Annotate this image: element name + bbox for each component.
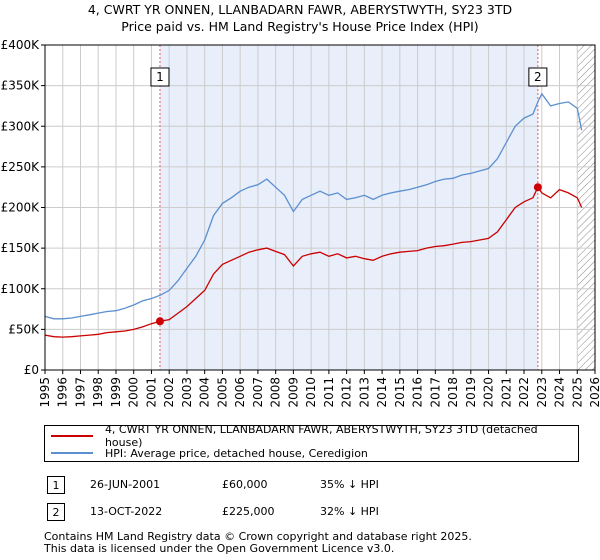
x-tick-label: 2015 xyxy=(393,377,407,408)
legend-label-price-paid: 4, CWRT YR ONNEN, LLANBADARN FAWR, ABERY… xyxy=(104,423,538,449)
copyright-notice: Contains HM Land Registry data © Crown c… xyxy=(44,530,472,543)
x-tick-label: 2022 xyxy=(517,377,531,408)
x-tick-label: 2011 xyxy=(322,377,336,408)
x-tick-label: 2010 xyxy=(304,377,318,408)
sale-number-label: 2 xyxy=(534,70,542,84)
sale-number-box xyxy=(150,67,170,87)
x-tick-label: 2000 xyxy=(127,377,141,408)
x-tick-label: 2026 xyxy=(588,377,600,408)
y-tick-label: £200K xyxy=(1,201,41,215)
sale-number-box xyxy=(528,67,548,87)
y-tick-label: £0 xyxy=(24,363,39,377)
x-tick-label: 2024 xyxy=(553,377,567,408)
legend-swatch-hpi xyxy=(51,452,93,454)
x-tick-label: 2016 xyxy=(411,377,425,408)
chart-title-line-2: Price paid vs. HM Land Registry's House … xyxy=(121,19,479,34)
legend-item-price-paid: 4, CWRT YR ONNEN, LLANBADARN FAWR, ABERY… xyxy=(51,423,578,449)
chart-title-line-1: 4, CWRT YR ONNEN, LLANBADARN FAWR, ABERY… xyxy=(87,2,513,17)
x-tick-label: 2006 xyxy=(233,377,247,408)
x-tick-label: 2018 xyxy=(446,377,460,408)
licence-notice: This data is licensed under the Open Gov… xyxy=(44,542,395,555)
x-tick-label: 1999 xyxy=(109,377,123,408)
x-tick-label: 2023 xyxy=(535,377,549,408)
x-tick-label: 2020 xyxy=(482,377,496,408)
y-tick-label: £400K xyxy=(1,38,41,52)
legend: 4, CWRT YR ONNEN, LLANBADARN FAWR, ABERY… xyxy=(44,423,579,462)
x-tick-label: 2002 xyxy=(162,377,176,408)
x-tick-label: 2019 xyxy=(464,377,478,408)
price-paid-line xyxy=(44,185,583,338)
transaction-date: 13-OCT-2022 xyxy=(90,505,163,518)
legend-label-hpi: HPI: Average price, detached house, Cere… xyxy=(105,446,368,460)
y-tick-label: £100K xyxy=(1,282,41,296)
x-tick-label: 1997 xyxy=(73,377,87,408)
x-tick-label: 2013 xyxy=(357,377,371,408)
y-tick-label: £250K xyxy=(1,160,41,174)
transaction-badge: 1 xyxy=(47,476,65,494)
y-tick-label: £350K xyxy=(1,79,41,93)
x-tick-label: 2014 xyxy=(375,377,389,408)
transaction-hpi-diff: 35% ↓ HPI xyxy=(320,478,379,491)
x-tick-label: 2007 xyxy=(251,377,265,408)
x-tick-label: 1996 xyxy=(56,377,70,408)
y-tick-label: £50K xyxy=(8,322,40,336)
x-tick-label: 2017 xyxy=(428,377,442,408)
transaction-price: £225,000 xyxy=(222,505,275,518)
transaction-price: £60,000 xyxy=(222,478,268,491)
transaction-badge: 2 xyxy=(47,503,65,521)
x-tick-label: 2009 xyxy=(286,377,300,408)
x-tick-label: 1995 xyxy=(38,377,52,408)
y-tick-label: £300K xyxy=(1,119,41,133)
legend-item-hpi: HPI: Average price, detached house, Cere… xyxy=(51,445,368,461)
x-tick-label: 2005 xyxy=(215,377,229,408)
transaction-hpi-diff: 32% ↓ HPI xyxy=(320,505,379,518)
x-tick-label: 2012 xyxy=(340,377,354,408)
y-tick-label: £150K xyxy=(1,241,41,255)
x-tick-label: 2001 xyxy=(144,377,158,408)
x-tick-label: 2003 xyxy=(180,377,194,408)
plot-frame xyxy=(44,44,596,371)
sale-point xyxy=(155,317,164,326)
legend-swatch-price-paid xyxy=(51,435,93,437)
sale-number-label: 1 xyxy=(156,70,164,84)
x-tick-label: 2021 xyxy=(499,377,513,408)
x-tick-label: 2008 xyxy=(269,377,283,408)
x-tick-label: 1998 xyxy=(91,377,105,408)
x-tick-label: 2025 xyxy=(570,377,584,408)
hpi-line xyxy=(44,92,583,320)
price-chart: 1 2 £0 £50K £100K £150K £200K £250K £300K £350K £… xyxy=(1,38,600,408)
x-tick-label: 2004 xyxy=(198,377,212,408)
transaction-date: 26-JUN-2001 xyxy=(90,478,161,491)
sale-point xyxy=(533,183,542,192)
